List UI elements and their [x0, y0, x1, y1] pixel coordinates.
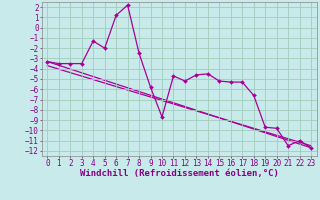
- X-axis label: Windchill (Refroidissement éolien,°C): Windchill (Refroidissement éolien,°C): [80, 169, 279, 178]
